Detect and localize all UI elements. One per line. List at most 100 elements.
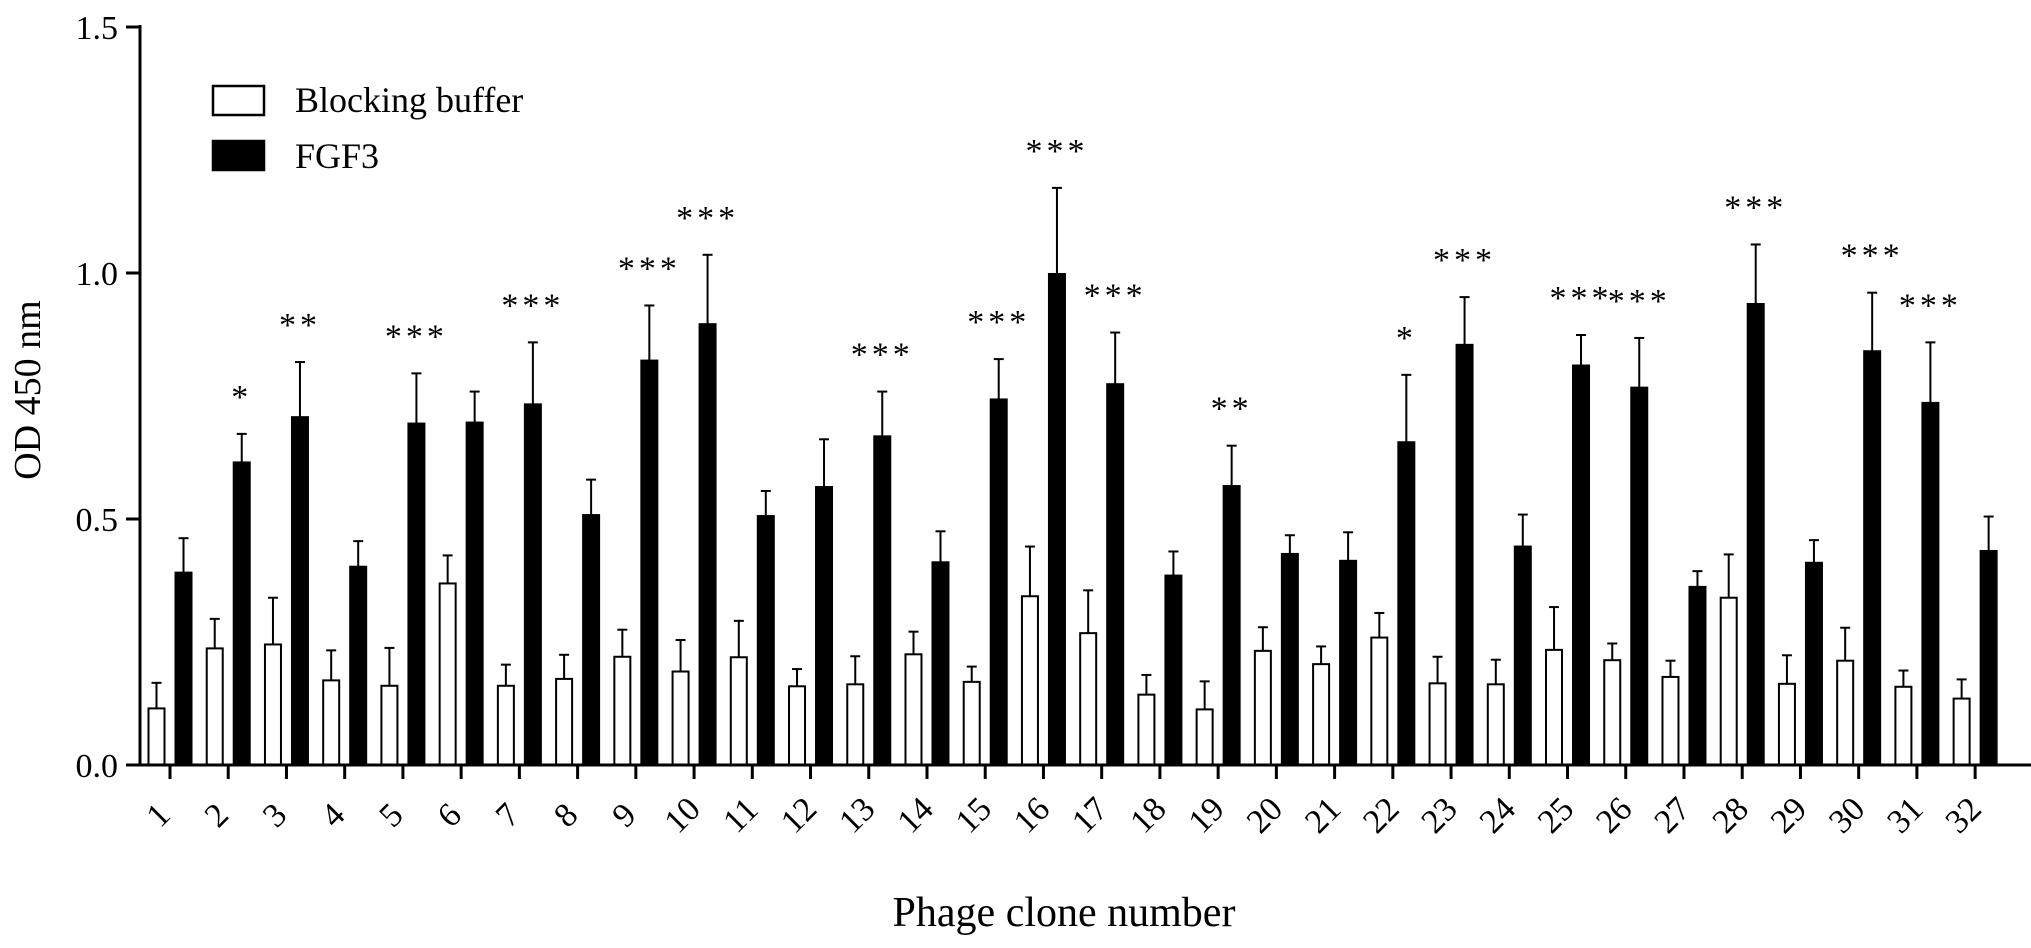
x-tick-label: 20 <box>1240 790 1290 840</box>
bar-blocking-buffer <box>1777 682 1796 767</box>
x-tick-label: 28 <box>1706 790 1756 840</box>
x-tick-label: 14 <box>890 790 940 840</box>
bar-blocking-buffer <box>1545 648 1564 767</box>
bar-fgf3 <box>290 416 309 766</box>
significance-label: *** <box>851 337 914 374</box>
x-tick-label: 32 <box>1939 790 1989 840</box>
x-tick-label: 23 <box>1415 790 1465 840</box>
bar-fgf3 <box>698 323 717 766</box>
x-tick-label: 11 <box>716 791 765 840</box>
y-tick-label: 0.5 <box>76 502 119 539</box>
significance-annotations: *** *************************************… <box>231 133 1962 428</box>
bar-blocking-buffer <box>205 647 224 766</box>
x-tick-label: 8 <box>547 796 585 834</box>
x-tick-label: 15 <box>949 790 999 840</box>
bar-blocking-buffer <box>555 677 574 767</box>
bar-fgf3 <box>465 421 484 766</box>
significance-label: *** <box>1724 189 1787 226</box>
x-tick-label: 4 <box>314 796 352 834</box>
bar-blocking-buffer <box>613 655 632 767</box>
bar-fgf3 <box>1397 441 1416 766</box>
x-tick-label: 21 <box>1298 790 1348 840</box>
bar-fgf3 <box>1688 585 1707 766</box>
significance-label: *** <box>676 200 739 237</box>
bar-fgf3 <box>1921 401 1940 766</box>
y-tick-label: 0.0 <box>76 748 119 785</box>
significance-label: *** <box>1084 278 1147 315</box>
bar-blocking-buffer <box>496 684 515 767</box>
legend-swatch-blocking-buffer <box>211 84 266 117</box>
significance-label: *** <box>1550 280 1613 317</box>
x-tick-label: 22 <box>1356 790 1406 840</box>
bar-blocking-buffer <box>147 707 166 766</box>
significance-label: *** <box>1841 238 1904 275</box>
bar-blocking-buffer <box>962 680 981 766</box>
bar-blocking-buffer <box>1836 659 1855 766</box>
bar-blocking-buffer <box>1079 632 1098 766</box>
x-tick-label: 29 <box>1764 790 1814 840</box>
x-tick-label: 17 <box>1065 790 1115 840</box>
significance-label: *** <box>1608 283 1671 320</box>
bar-fgf3 <box>1339 559 1358 766</box>
bar-fgf3 <box>931 561 950 767</box>
x-tick-label: 2 <box>198 796 236 834</box>
bar-fgf3 <box>1746 302 1765 766</box>
x-tick-label: 3 <box>256 796 294 834</box>
y-axis-ticks: 0.0 0.5 1.0 1.5 <box>76 10 140 785</box>
significance-label: *** <box>1025 133 1088 170</box>
x-tick-label: 30 <box>1822 790 1872 840</box>
bar-fgf3 <box>1280 552 1299 766</box>
bar-fgf3 <box>640 359 659 766</box>
x-tick-label: 18 <box>1123 790 1173 840</box>
significance-label: *** <box>1433 242 1496 279</box>
significance-label: *** <box>967 304 1030 341</box>
x-tick-label: 12 <box>774 790 824 840</box>
bar-blocking-buffer <box>438 582 457 767</box>
x-tick-label: 5 <box>372 796 410 834</box>
bar-fgf3 <box>523 403 542 766</box>
bar-fgf3 <box>1863 350 1882 766</box>
bar-blocking-buffer <box>263 643 282 767</box>
bar-blocking-buffer <box>1137 693 1156 766</box>
bar-fgf3 <box>1804 561 1823 767</box>
bar-blocking-buffer <box>1370 636 1389 767</box>
x-tick-label: 1 <box>139 796 177 834</box>
x-tick-label: 27 <box>1647 790 1697 840</box>
bar-fgf3 <box>1513 545 1532 766</box>
bar-blocking-buffer <box>846 683 865 767</box>
bar-blocking-buffer <box>1428 682 1447 766</box>
bar-fgf3 <box>174 571 193 766</box>
bar-blocking-buffer <box>788 685 807 767</box>
significance-label: *** <box>1899 287 1962 324</box>
bar-blocking-buffer <box>1195 708 1214 766</box>
bar-fgf3 <box>232 461 251 766</box>
bar-fgf3 <box>1222 485 1241 766</box>
bar-fgf3 <box>815 486 834 766</box>
significance-label: * <box>231 379 252 416</box>
x-tick-label: 26 <box>1589 790 1639 840</box>
significance-label: ** <box>279 307 321 344</box>
x-tick-label: 13 <box>832 790 882 840</box>
bar-fgf3 <box>1455 343 1474 766</box>
legend-label-blocking-buffer: Blocking buffer <box>295 80 523 120</box>
bar-fgf3 <box>1164 574 1183 767</box>
y-tick-label: 1.5 <box>76 10 119 47</box>
bar-blocking-buffer <box>380 684 399 767</box>
error-bars-layer <box>151 186 1994 710</box>
bar-fgf3 <box>1979 549 1998 766</box>
x-tick-label: 25 <box>1531 790 1581 840</box>
bar-blocking-buffer <box>1952 697 1971 767</box>
x-axis-label: Phage clone number <box>893 890 1236 936</box>
bar-blocking-buffer <box>1020 595 1039 767</box>
bar-blocking-buffer <box>1661 675 1680 767</box>
x-tick-label: 10 <box>658 790 708 840</box>
bar-fgf3 <box>756 515 775 766</box>
y-axis-label: OD 450 nm <box>7 300 49 479</box>
bar-fgf3 <box>989 398 1008 766</box>
bar-blocking-buffer <box>1486 683 1505 767</box>
x-tick-label: 7 <box>489 796 527 834</box>
x-axis-ticks: 1 2 3 4 5 6 7 8 9 10 11 12 13 14 15 16 17 18 19 20 21 22 23 24 2… <box>139 765 1989 841</box>
x-tick-label: 19 <box>1182 790 1232 840</box>
significance-label: ** <box>1211 391 1253 428</box>
bar-blocking-buffer <box>1603 659 1622 766</box>
